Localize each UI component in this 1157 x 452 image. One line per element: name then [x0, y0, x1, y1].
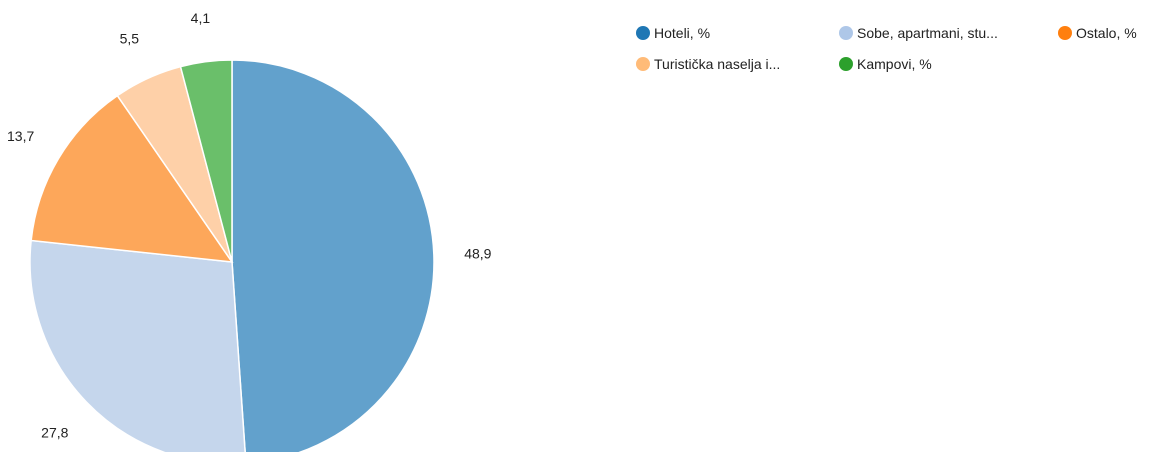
legend-item-hoteli[interactable]: Hoteli, % [636, 25, 710, 41]
legend-item-sobe[interactable]: Sobe, apartmani, stu... [839, 25, 998, 41]
data-label: 13,7 [7, 128, 34, 144]
chart-legend: Hoteli, % Sobe, apartmani, stu... Ostalo… [0, 0, 1157, 90]
data-label: 5,5 [120, 30, 140, 46]
legend-swatch-icon [636, 57, 650, 71]
legend-label: Turistička naselja i... [654, 56, 781, 72]
pie-slice-hoteli[interactable] [231, 59, 435, 452]
pie-slice-kampovi[interactable] [179, 59, 233, 263]
legend-swatch-icon [839, 26, 853, 40]
data-label: 4,1 [191, 10, 211, 26]
data-label: 48,9 [464, 246, 491, 262]
legend-label: Kampovi, % [857, 56, 932, 72]
legend-swatch-icon [1058, 26, 1072, 40]
legend-swatch-icon [636, 26, 650, 40]
pie-slice-ostalo[interactable] [30, 94, 234, 263]
legend-item-turisticka-naselja[interactable]: Turistička naselja i... [636, 56, 780, 72]
legend-item-kampovi[interactable]: Kampovi, % [839, 56, 932, 72]
legend-label: Ostalo, % [1076, 25, 1137, 41]
legend-label: Sobe, apartmani, stu... [857, 25, 998, 41]
legend-label: Hoteli, % [654, 25, 711, 41]
legend-swatch-icon [839, 57, 853, 71]
data-label: 27,8 [41, 425, 68, 441]
pie-slice-sobe-apartmani-stu[interactable] [29, 239, 246, 452]
legend-item-ostalo[interactable]: Ostalo, % [1058, 25, 1137, 41]
